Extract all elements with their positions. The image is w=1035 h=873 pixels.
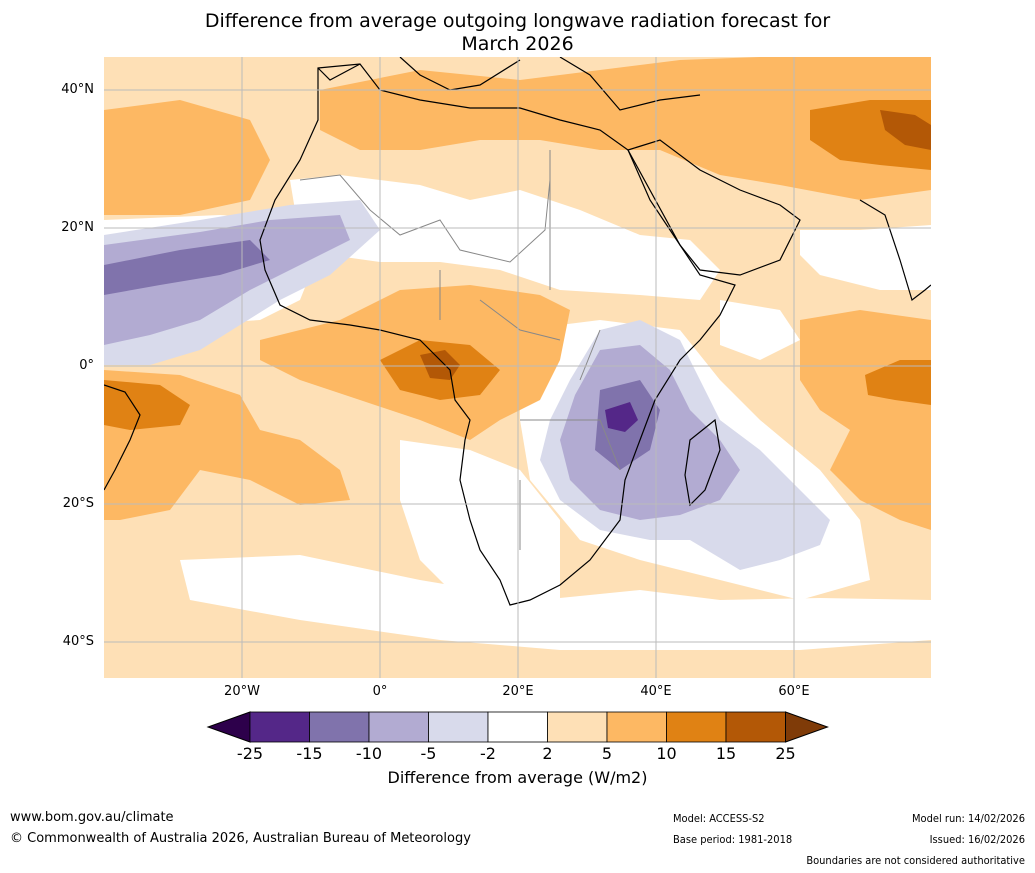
lon-label-60e: 60°E: [778, 684, 810, 699]
lon-label-20w: 20°W: [224, 684, 260, 699]
colorbar-segment: [309, 711, 370, 743]
lat-label-20s: 20°S: [62, 496, 94, 511]
colorbar-segment: [487, 711, 548, 743]
neutral-region-south: [180, 555, 931, 650]
lat-label-20n: 20°N: [61, 220, 94, 235]
lat-label-40s: 40°S: [62, 634, 94, 649]
colorbar-title: Difference from average (W/m2): [387, 768, 648, 787]
positive-5-10-mediterranean: [320, 57, 931, 200]
colorbar-extend-high: [785, 711, 829, 743]
issued-date: Issued: 16/02/2026: [929, 833, 1025, 846]
coastline-africa: [259, 63, 736, 606]
colorbar-segment: [547, 711, 608, 743]
coastline-south-america: [104, 384, 141, 491]
title-line-1: Difference from average outgoing longwav…: [204, 10, 831, 32]
copyright-text: © Commonwealth of Australia 2026, Austra…: [10, 831, 471, 846]
title-line-2: March 2026: [461, 33, 574, 55]
colorbar-segment: [249, 711, 310, 743]
colorbar-tick-label: 25: [775, 744, 796, 763]
model-name: Model: ACCESS-S2: [673, 812, 765, 825]
colorbar: [206, 711, 829, 743]
lon-label-20e: 20°E: [502, 684, 534, 699]
positive-15-25-iran: [880, 110, 931, 150]
lat-label-equator: 0°: [79, 358, 94, 373]
colorbar-segment: [368, 711, 429, 743]
colorbar-tick-label: 5: [601, 744, 613, 763]
colorbar-extend-low: [206, 711, 251, 743]
lon-label-0: 0°: [372, 684, 388, 699]
neutral-region-sahara: [290, 175, 720, 300]
positive-10-15-east-indian-ocean: [865, 360, 931, 405]
colorbar-tick-label: -25: [236, 744, 264, 763]
colorbar-tick-label: -10: [355, 744, 383, 763]
colorbar-tick-label: -15: [296, 744, 323, 763]
coastline-arabia: [627, 139, 801, 276]
lat-label-40n: 40°N: [61, 82, 94, 97]
colorbar-segment: [428, 711, 489, 743]
lon-label-40e: 40°E: [640, 684, 672, 699]
colorbar-tick-label: 2: [542, 744, 553, 763]
colorbar-segment: [725, 711, 786, 743]
neutral-region-india: [800, 225, 931, 290]
colorbar-tick-label: -2: [480, 744, 496, 763]
graticule: [104, 57, 931, 678]
website-link[interactable]: www.bom.gov.au/climate: [10, 810, 174, 825]
colorbar-segment: [606, 711, 667, 743]
colorbar-tick-label: -5: [420, 744, 437, 763]
neutral-region-indian-ocean: [720, 300, 800, 360]
negative-5-10-west-africa-atlantic: [104, 215, 350, 345]
colorbar-tick-label: 10: [656, 744, 677, 763]
positive-5-10-north-atlantic: [104, 100, 270, 215]
base-period: Base period: 1981-2018: [673, 833, 793, 846]
negative-10-15-atlantic: [104, 240, 270, 295]
colorbar-tick-label: 15: [715, 744, 737, 763]
coastline-india: [859, 199, 931, 302]
boundary-disclaimer: Boundaries are not considered authoritat…: [806, 854, 1025, 867]
coastline-madagascar: [684, 418, 721, 507]
negative-15-25-core: [605, 402, 638, 432]
colorbar-segment: [666, 711, 727, 743]
model-run-date: Model run: 14/02/2026: [912, 812, 1025, 825]
country-borders: [299, 150, 621, 550]
map-title: Difference from average outgoing longwav…: [0, 10, 1035, 56]
